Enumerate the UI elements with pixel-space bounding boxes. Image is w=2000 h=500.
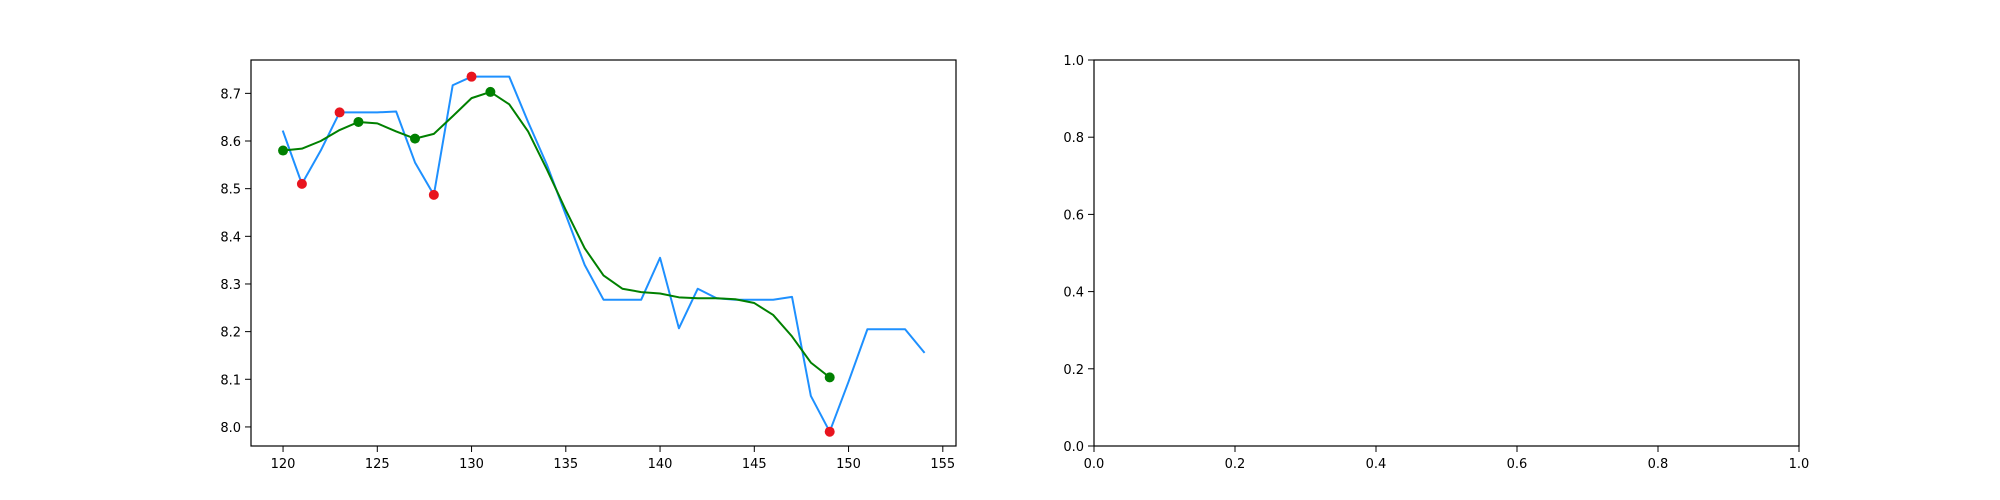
- scatter-point-3-0: [278, 145, 289, 156]
- scatter-point-2-1: [334, 107, 345, 118]
- axes-frame: [1093, 59, 1800, 447]
- x-tick-label: 130: [459, 457, 484, 472]
- y-tick-label: 8.6: [220, 135, 241, 150]
- y-tick-label: 0.6: [1063, 208, 1084, 223]
- series-line-0: [281, 75, 926, 433]
- scatter-point-2-0: [296, 178, 307, 189]
- scatter-point-2-2: [428, 189, 439, 200]
- scatter-point-2-3: [466, 71, 477, 82]
- scatter-point-3-2: [410, 133, 420, 144]
- y-tick-label: 8.0: [220, 421, 241, 436]
- scatter-point-3-4: [824, 372, 835, 383]
- x-tick-label: 0.6: [1507, 457, 1528, 472]
- y-tick-label: 0.8: [1063, 131, 1084, 146]
- x-tick-label: 0.4: [1366, 457, 1387, 472]
- x-tick-label: 0.8: [1648, 457, 1669, 472]
- y-tick-label: 0.2: [1063, 363, 1084, 378]
- x-tick-label: 135: [553, 457, 578, 472]
- y-tick-label: 0.4: [1063, 286, 1084, 301]
- x-tick-label: 145: [742, 457, 767, 472]
- y-tick-label: 8.5: [220, 183, 241, 198]
- series-line-1: [281, 90, 832, 379]
- scatter-point-3-1: [353, 116, 364, 127]
- x-tick-label: 0.2: [1225, 457, 1246, 472]
- x-tick-label: 155: [930, 457, 955, 472]
- right-empty-chart-panel: 0.0 0.2 0.4 0.6 0.8 1.0 0.0 0.2 0.4 0.6 0.8 1.0: [1063, 54, 1809, 472]
- x-tick-label: 120: [271, 457, 296, 472]
- scatter-point-2-4: [824, 426, 835, 437]
- y-tick-label: 8.2: [220, 326, 241, 341]
- x-tick-label: 0.0: [1084, 457, 1105, 472]
- x-tick-label: 125: [365, 457, 390, 472]
- axes-frame: [250, 59, 957, 447]
- y-tick-label: 8.7: [220, 87, 241, 102]
- x-tick-label: 140: [648, 457, 673, 472]
- y-tick-label: 0.0: [1063, 440, 1084, 455]
- y-tick-label: 8.1: [220, 373, 241, 388]
- y-tick-label: 8.4: [220, 230, 241, 245]
- y-tick-label: 8.3: [220, 278, 241, 293]
- scatter-point-3-3: [485, 86, 496, 97]
- x-tick-label: 1.0: [1789, 457, 1810, 472]
- y-tick-label: 1.0: [1063, 54, 1084, 69]
- x-tick-label: 150: [836, 457, 861, 472]
- left-chart-panel: 120 125 130 135 140 145 150 155 8.0 8.1 8.2 8.3 8.4 8…: [220, 59, 957, 472]
